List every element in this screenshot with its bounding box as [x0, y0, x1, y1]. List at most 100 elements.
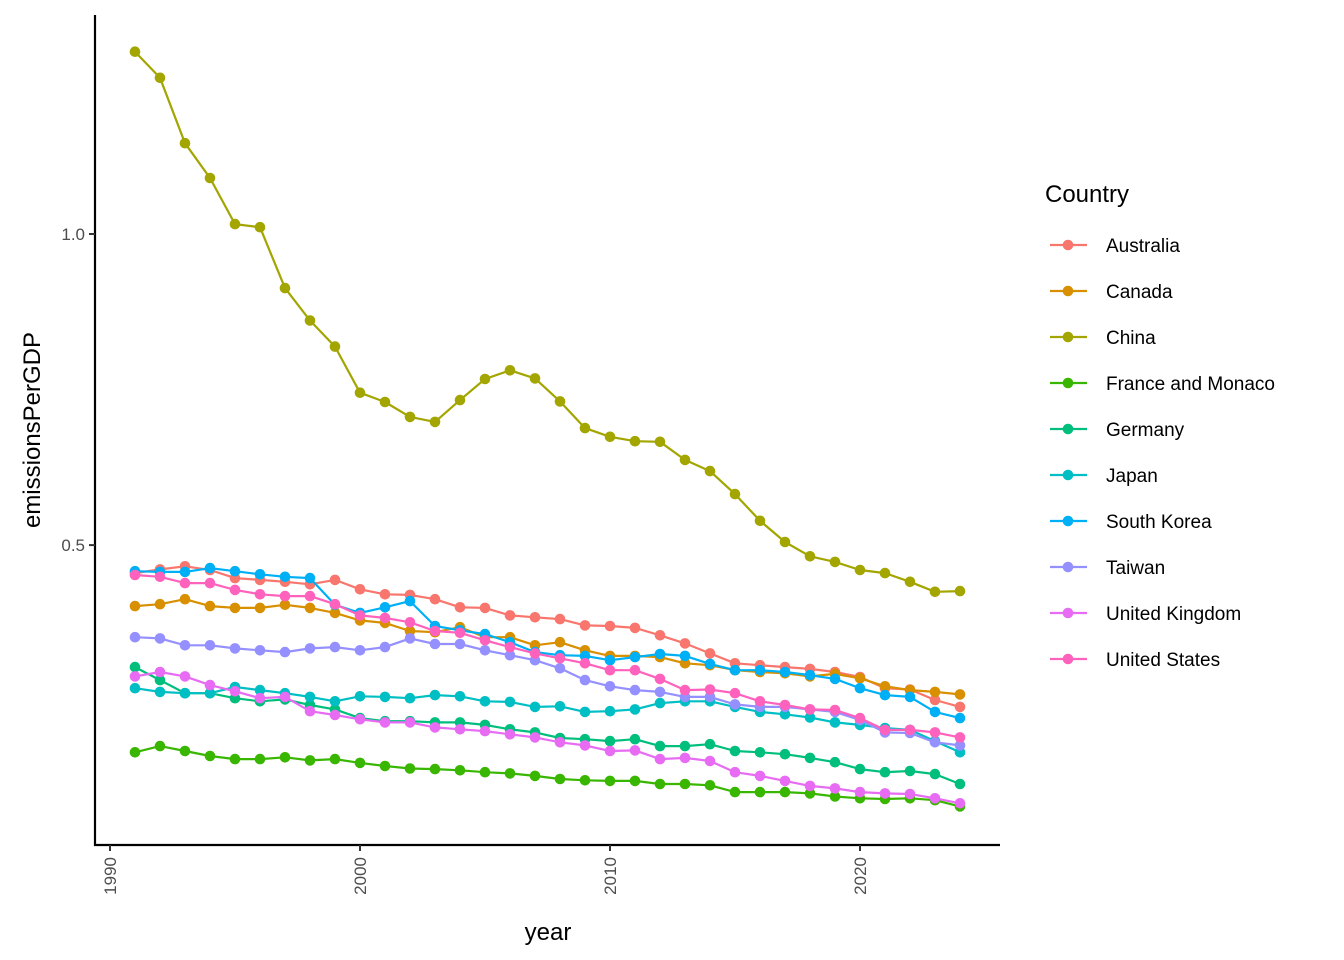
data-point-united-kingdom [654, 753, 666, 765]
data-point-canada [304, 602, 316, 614]
legend-label: Canada [1106, 282, 1173, 303]
y-axis-title: emissionsPerGDP [19, 332, 46, 528]
data-point-united-kingdom [504, 729, 516, 740]
data-point-germany [729, 745, 741, 757]
legend-key-point [1062, 239, 1074, 251]
data-point-united-kingdom [529, 732, 541, 743]
data-point-china [554, 396, 566, 407]
data-point-japan [179, 687, 191, 699]
data-point-united-states [604, 664, 616, 676]
data-point-australia [529, 612, 541, 623]
series-japan [129, 681, 966, 758]
legend-key-point [1062, 653, 1074, 665]
data-point-taiwan [579, 674, 591, 686]
data-point-taiwan [354, 645, 366, 656]
legend-label: United Kingdom [1106, 604, 1241, 625]
legend-label: France and Monaco [1106, 374, 1275, 395]
legend-label: China [1106, 328, 1156, 349]
data-point-germany [154, 674, 166, 686]
data-point-united-states [629, 664, 641, 676]
data-point-united-states [779, 699, 791, 711]
data-point-china [804, 551, 816, 562]
data-point-japan [479, 696, 491, 707]
legend-item-united-states: United States [1050, 650, 1220, 671]
data-point-united-kingdom [479, 725, 491, 737]
data-point-united-states [429, 625, 441, 637]
data-point-united-kingdom [229, 686, 241, 697]
legend-label: Taiwan [1106, 558, 1165, 579]
legend-item-china: China [1050, 328, 1156, 349]
data-point-china [679, 454, 691, 466]
data-point-taiwan [154, 633, 166, 644]
data-point-china [354, 387, 366, 399]
data-point-china [629, 435, 641, 447]
data-point-taiwan [479, 645, 491, 656]
series-canada [129, 593, 966, 700]
data-point-germany [929, 768, 941, 780]
data-point-taiwan [629, 684, 641, 696]
data-point-france-and-monaco [454, 765, 466, 776]
y-tick-label: 0.5 [61, 536, 85, 555]
data-point-france-and-monaco [229, 753, 241, 765]
data-point-taiwan [379, 641, 391, 653]
data-point-canada [279, 599, 291, 611]
data-point-united-states [654, 673, 666, 685]
data-point-china [529, 373, 541, 384]
data-point-united-kingdom [454, 724, 466, 735]
data-point-japan [779, 709, 791, 720]
data-point-south-korea [279, 571, 291, 583]
data-point-taiwan [304, 643, 316, 654]
data-point-germany [604, 735, 616, 747]
data-point-china [879, 567, 891, 579]
data-point-south-korea [629, 651, 641, 663]
x-tick-label: 2010 [601, 857, 620, 895]
series-united-states [129, 569, 966, 743]
data-point-france-and-monaco [354, 757, 366, 769]
data-point-united-kingdom [854, 786, 866, 798]
data-point-australia [479, 602, 491, 614]
data-point-germany [954, 778, 966, 790]
data-point-australia [504, 610, 516, 621]
data-point-canada [154, 598, 166, 610]
data-point-united-states [204, 577, 216, 589]
data-point-germany [879, 766, 891, 778]
legend-key-point [1062, 377, 1074, 389]
data-point-japan [554, 701, 566, 712]
data-point-taiwan [179, 640, 191, 651]
data-point-united-states [329, 598, 341, 610]
legend-item-japan: Japan [1050, 466, 1158, 487]
data-point-france-and-monaco [204, 750, 216, 762]
series-line-france-and-monaco [134, 744, 961, 808]
data-point-china [254, 221, 266, 233]
legend-item-united-kingdom: United Kingdom [1050, 604, 1241, 625]
data-point-japan [579, 706, 591, 718]
data-point-australia [554, 613, 566, 625]
data-point-united-states [704, 684, 716, 695]
data-point-canada [404, 625, 416, 637]
legend-title: Country [1045, 181, 1129, 208]
data-point-france-and-monaco [504, 768, 516, 779]
series-line-canada [134, 598, 961, 696]
data-point-united-kingdom [754, 770, 766, 782]
data-point-china [179, 137, 191, 149]
data-point-australia [354, 584, 366, 595]
data-point-united-states [229, 584, 241, 596]
data-point-japan [304, 691, 316, 703]
data-point-japan [629, 704, 641, 715]
data-point-united-states [279, 590, 291, 602]
data-point-france-and-monaco [754, 786, 766, 798]
data-point-japan [454, 691, 466, 702]
data-point-china [829, 556, 841, 568]
data-point-canada [929, 686, 941, 698]
data-point-china [704, 465, 716, 477]
data-point-south-korea [379, 602, 391, 613]
series-line-china [134, 50, 961, 593]
data-point-united-kingdom [429, 722, 441, 733]
x-tick-label: 1990 [101, 857, 120, 895]
data-point-germany [904, 765, 916, 777]
data-point-china [279, 282, 291, 294]
data-point-france-and-monaco [179, 745, 191, 757]
data-point-france-and-monaco [154, 740, 166, 752]
data-point-france-and-monaco [679, 778, 691, 790]
